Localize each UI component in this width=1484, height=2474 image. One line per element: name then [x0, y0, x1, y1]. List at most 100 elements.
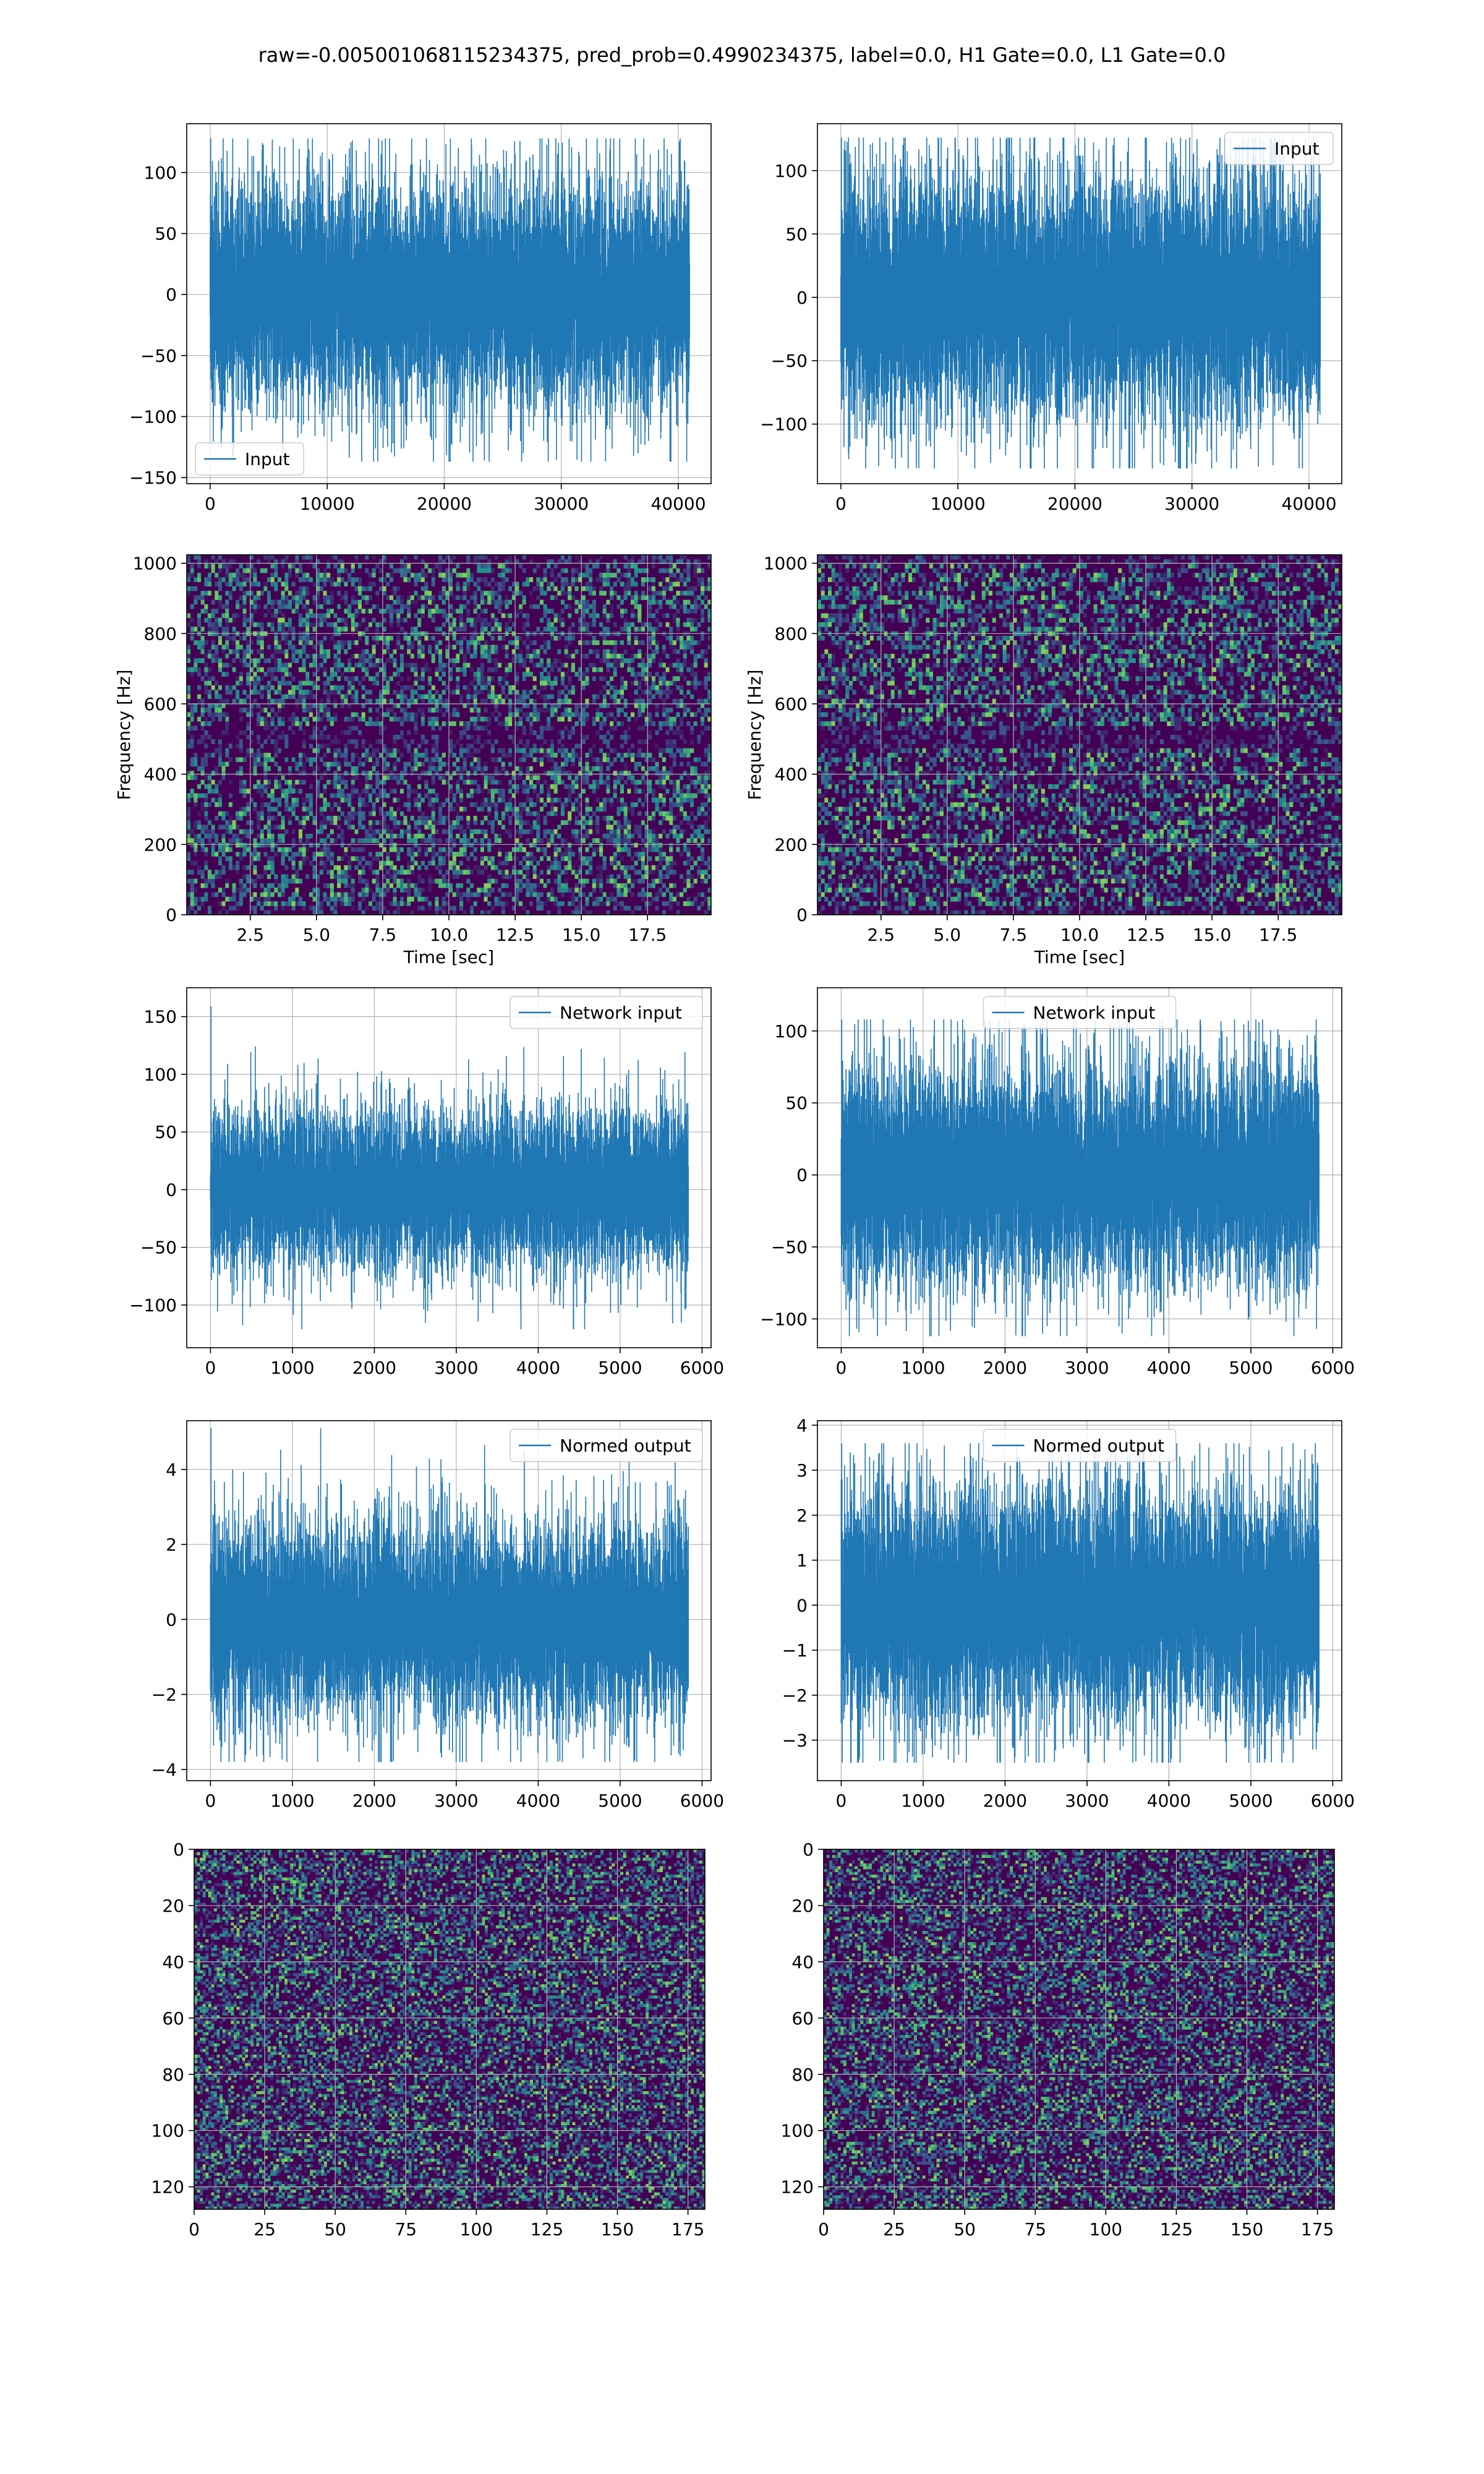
- subplot-h1-input: 0 10000 20000 30000 40000 −150 −100 −50 0 50 100 In…: [129, 123, 712, 514]
- y-tick-label: −100: [760, 1309, 808, 1329]
- x-tick-label: 5000: [598, 1791, 642, 1811]
- x-tick-label: 100: [460, 2219, 493, 2240]
- x-tick-label: 40000: [1281, 494, 1336, 514]
- axes-frame: [817, 123, 1342, 484]
- legend-label: Normed output: [560, 1436, 691, 1456]
- heatmap-cell-group: [824, 1849, 1334, 2209]
- y-tick-label: 0: [166, 1609, 177, 1630]
- y-tick-label: 40: [791, 1952, 814, 1972]
- x-tick-label: 15.0: [1193, 925, 1231, 945]
- x-tick-label: 10000: [300, 494, 355, 514]
- x-tick-label: 10.0: [1060, 925, 1099, 945]
- y-tick-label: 100: [781, 2121, 814, 2141]
- y-tick-label: −4: [151, 1760, 177, 1780]
- x-tick-label: 10000: [931, 494, 986, 514]
- x-tick-label: 5.0: [934, 925, 962, 945]
- ticks: 2.5 5.0 7.5 10.0 12.5 15.0 17.5 0 200 400 600 800 10…: [133, 554, 667, 945]
- ticks: 0 10000 20000 30000 40000 −100 −50 0 50 100: [760, 161, 1336, 514]
- y-tick-label: 20: [791, 1896, 814, 1916]
- y-tick-label: −2: [151, 1685, 177, 1705]
- legend-box: [983, 1429, 1177, 1462]
- x-tick-label: 50: [953, 2219, 976, 2240]
- series-line-normed-output: [840, 1443, 1320, 1763]
- y-tick-label: 0: [166, 285, 177, 305]
- x-tick-label: 1000: [901, 1358, 945, 1378]
- x-tick-label: 4000: [516, 1791, 560, 1811]
- y-tick-label: −50: [771, 1237, 808, 1257]
- legend: Input: [1224, 132, 1334, 165]
- heatmap-cells: [194, 1849, 705, 2209]
- ticks: 0 25 50 75 100 125 150 175 0 20 40 60 80 100 120: [781, 1839, 1334, 2240]
- y-tick-label: 800: [775, 623, 808, 644]
- heatmap-cell-group: [824, 1849, 1334, 2209]
- x-tick-label: 175: [672, 2219, 704, 2240]
- subplot-h1-image: 0 25 50 75 100 125 150 175 0 20 40 60 80 100 120: [151, 1839, 706, 2240]
- y-axis-title: Frequency [Hz]: [744, 669, 765, 800]
- x-tick-label: 20000: [1047, 494, 1102, 514]
- legend: Network input: [983, 996, 1177, 1029]
- x-tick-label: 25: [883, 2219, 905, 2240]
- x-tick-label: 17.5: [628, 925, 667, 945]
- y-tick-label: 50: [785, 224, 808, 244]
- legend-box: [1224, 132, 1334, 165]
- subplot-l1-input: 0 10000 20000 30000 40000 −100 −50 0 50 100 Input: [760, 123, 1342, 514]
- series-line-network-input: [840, 1019, 1320, 1337]
- y-tick-label: 800: [144, 623, 177, 644]
- x-tick-label: 12.5: [1127, 925, 1165, 945]
- x-tick-label: 17.5: [1259, 925, 1297, 945]
- x-tick-label: 150: [1230, 2219, 1263, 2240]
- x-tick-label: 2.5: [868, 925, 895, 945]
- legend: Normed output: [983, 1429, 1177, 1462]
- y-tick-label: −3: [782, 1731, 808, 1751]
- y-tick-label: 100: [144, 163, 177, 183]
- legend: Network input: [510, 996, 703, 1029]
- x-tick-label: 2000: [983, 1358, 1027, 1378]
- gridlines: [194, 1849, 705, 2209]
- ticks: 0 10000 20000 30000 40000 −150 −100 −50 0 50 100: [129, 163, 706, 514]
- legend: Input: [195, 442, 304, 476]
- y-tick-label: −50: [140, 1238, 177, 1258]
- x-tick-label: 7.5: [1000, 925, 1028, 945]
- x-tick-label: 0: [189, 2219, 200, 2240]
- x-tick-label: 75: [394, 2219, 417, 2240]
- x-tick-label: 0: [836, 1791, 847, 1811]
- heatmap-cell-group: [194, 1849, 705, 2209]
- subplot-l1-network-input: 0 1000 2000 3000 4000 5000 6000 −100 −50 0 50 100 Ne…: [760, 987, 1355, 1378]
- x-tick-label: 125: [1160, 2219, 1193, 2240]
- y-tick-label: 20: [162, 1896, 184, 1916]
- x-axis-title: Time [sec]: [403, 947, 494, 967]
- legend-label: Network input: [1033, 1003, 1156, 1023]
- heatmap-cell-group: [824, 1849, 1332, 2209]
- x-tick-label: 1000: [270, 1358, 314, 1378]
- x-tick-label: 0: [818, 2219, 829, 2240]
- x-tick-label: 2000: [352, 1791, 396, 1811]
- x-tick-label: 2000: [983, 1791, 1027, 1811]
- x-tick-label: 0: [836, 1358, 847, 1378]
- x-tick-label: 100: [1090, 2219, 1122, 2240]
- y-tick-label: 0: [796, 1165, 808, 1186]
- heatmap-cell-group: [817, 555, 1342, 915]
- legend-label: Network input: [560, 1003, 682, 1023]
- heatmap-cells: [824, 1849, 1334, 2209]
- x-tick-label: 5.0: [303, 925, 331, 945]
- y-tick-label: 400: [775, 764, 808, 785]
- x-tick-label: 4000: [1147, 1358, 1191, 1378]
- x-tick-label: 0: [205, 494, 216, 514]
- legend-box: [983, 996, 1177, 1029]
- y-tick-label: 80: [162, 2065, 184, 2085]
- ticks: 2.5 5.0 7.5 10.0 12.5 15.0 17.5 0 200 400 600 800 10…: [764, 554, 1298, 945]
- y-tick-label: −50: [140, 346, 177, 366]
- heatmap-cell-group: [194, 1849, 705, 2209]
- x-tick-label: 15.0: [562, 925, 600, 945]
- legend-label: Normed output: [1033, 1436, 1165, 1456]
- y-tick-label: 50: [155, 224, 177, 244]
- x-tick-label: 2000: [352, 1358, 396, 1378]
- x-tick-label: 6000: [680, 1358, 724, 1378]
- x-tick-label: 3000: [1065, 1358, 1109, 1378]
- subplot-grid: 0 10000 20000 30000 40000−150−100−50050100In…: [114, 123, 1355, 2240]
- y-tick-label: 120: [151, 2177, 184, 2198]
- axes-frame: [186, 1420, 712, 1781]
- gridlines: [817, 555, 1342, 915]
- y-tick-label: 4: [796, 1415, 808, 1436]
- x-tick-label: 6000: [1311, 1358, 1355, 1378]
